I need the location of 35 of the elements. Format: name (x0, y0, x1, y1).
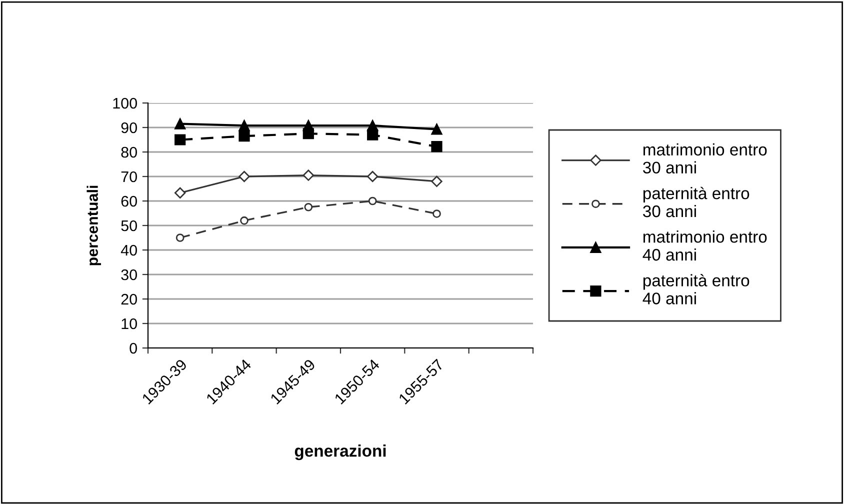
y-tick-label: 80 (121, 146, 137, 158)
point (240, 216, 248, 225)
y-tick-label: 20 (121, 294, 137, 305)
point (431, 124, 442, 135)
point (432, 210, 441, 218)
point (174, 187, 186, 199)
point (302, 170, 314, 181)
legend-label: paternità entro 40 anni (642, 274, 750, 304)
legend-label: paternità entro 30 anni (643, 186, 750, 218)
point (431, 141, 442, 152)
y-tick-label: 30 (121, 269, 137, 280)
point (304, 202, 313, 212)
y-tick-label: 60 (121, 196, 137, 207)
point (368, 196, 377, 206)
point (302, 128, 314, 140)
point (238, 120, 250, 132)
point (174, 118, 186, 130)
point (238, 170, 250, 182)
y-tick-label: 100 (113, 98, 137, 109)
point (238, 130, 250, 142)
legend-label: matrimonio entro 30 anni (643, 143, 767, 174)
y-tick-label: 10 (122, 318, 137, 330)
point (367, 129, 378, 140)
y-tick-label: 90 (121, 122, 137, 134)
y-tick-label: 0 (130, 342, 137, 354)
x-axis-title: generazioni (294, 444, 386, 460)
y-tick-label: 70 (121, 171, 137, 182)
y-axis-title: percentuali (86, 186, 101, 266)
y-tick-label: 40 (120, 244, 137, 256)
point (366, 170, 378, 182)
point (431, 176, 442, 188)
point (176, 234, 184, 242)
legend-label: matrimonio entro 40 anni (642, 230, 767, 261)
point (174, 134, 186, 146)
y-tick-label: 50 (121, 220, 137, 232)
